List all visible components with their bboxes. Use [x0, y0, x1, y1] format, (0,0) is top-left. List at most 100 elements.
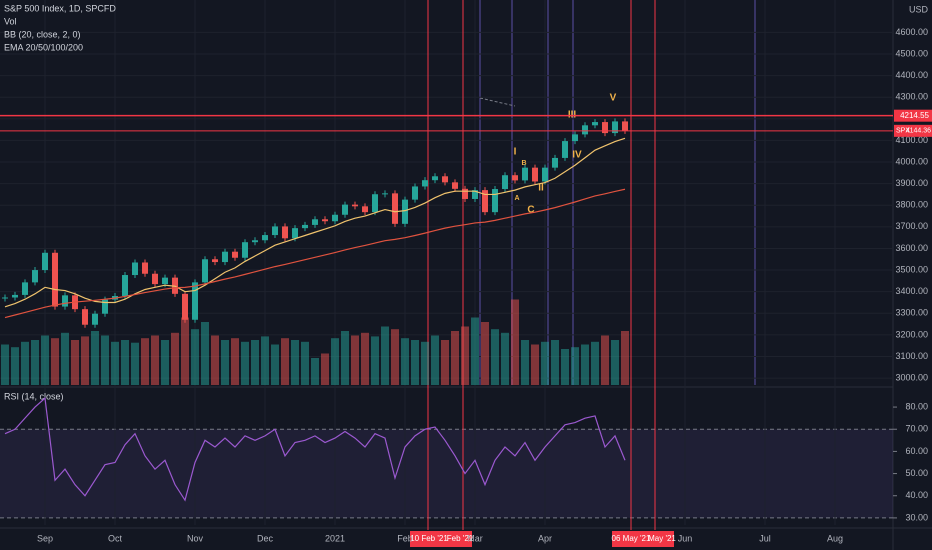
candle	[542, 167, 548, 182]
volume-bar	[131, 342, 139, 385]
y-tick-label: 3100.00	[895, 351, 928, 361]
volume-bar	[521, 340, 529, 385]
candle	[472, 190, 478, 199]
candle	[612, 121, 618, 134]
y-tick-label: 4300.00	[895, 92, 928, 102]
candle	[22, 282, 28, 295]
volume-bar	[391, 329, 399, 385]
candle	[232, 251, 238, 258]
x-tick-label: Aug	[827, 533, 843, 543]
volume-bar	[351, 335, 359, 385]
date-label: Feb '21	[447, 534, 474, 543]
volume-bar	[421, 341, 429, 385]
volume-bar	[31, 340, 39, 385]
wave-label: C	[527, 205, 534, 216]
candle	[452, 182, 458, 189]
candle	[222, 251, 228, 263]
y-tick-label: 3400.00	[895, 286, 928, 296]
y-tick-label: 4100.00	[895, 135, 928, 145]
volume-bar	[101, 335, 109, 385]
volume-bar	[581, 344, 589, 385]
candle	[462, 188, 468, 199]
candle	[322, 219, 328, 222]
volume-bar	[381, 326, 389, 385]
y-tick-label: 4600.00	[895, 27, 928, 37]
rsi-tick-label: 70.00	[905, 424, 928, 434]
volume-bar	[251, 340, 259, 385]
volume-bar	[471, 317, 479, 385]
candle	[42, 252, 48, 271]
x-tick-label: Jun	[678, 533, 693, 543]
candle	[332, 214, 338, 222]
candle	[362, 206, 368, 213]
volume-bar	[11, 347, 19, 385]
date-badge	[410, 531, 448, 547]
candle	[502, 175, 508, 190]
price-badge	[894, 109, 932, 122]
volume-bar	[291, 340, 299, 385]
y-tick-label: 3700.00	[895, 221, 928, 231]
price-label: 4214.55	[900, 111, 929, 120]
candle	[422, 180, 428, 187]
candle	[102, 299, 108, 314]
volume-bar	[611, 340, 619, 385]
candle	[492, 189, 498, 213]
volume-bar	[551, 340, 559, 385]
candle	[282, 226, 288, 239]
rsi-band	[0, 429, 893, 518]
x-tick-label: Sep	[37, 533, 53, 543]
volume-bar	[411, 340, 419, 385]
symbol-label: SPX	[896, 128, 910, 135]
y-tick-label: 3600.00	[895, 243, 928, 253]
candle	[32, 270, 38, 283]
y-tick-label: 3900.00	[895, 178, 928, 188]
candle	[62, 295, 68, 307]
x-tick-label: Jul	[759, 533, 771, 543]
ema-line	[4, 188, 626, 319]
volume-bar	[81, 336, 89, 385]
date-label: May '21	[648, 534, 676, 543]
candle	[192, 282, 198, 320]
volume-bar	[451, 331, 459, 385]
volume-bar	[561, 349, 569, 385]
volume-bar	[371, 336, 379, 385]
volume-bar	[141, 338, 149, 385]
volume-bar	[191, 329, 199, 385]
volume-bar	[181, 317, 189, 385]
volume-bar	[481, 322, 489, 385]
volume-bar	[151, 335, 159, 385]
candle	[592, 122, 598, 126]
rsi-title: RSI (14, close)	[4, 391, 64, 401]
candle	[572, 134, 578, 142]
candle	[532, 167, 538, 182]
x-tick-label: Mar	[467, 533, 483, 543]
price-label: 4144.36	[906, 128, 931, 135]
y-tick-label: 3200.00	[895, 329, 928, 339]
candle	[552, 157, 558, 168]
volume-bar	[461, 326, 469, 385]
rsi-tick-label: 50.00	[905, 468, 928, 478]
candle	[92, 313, 98, 325]
volume-bar	[71, 340, 79, 385]
candle	[122, 275, 128, 296]
candle	[312, 219, 318, 225]
candle	[512, 175, 518, 181]
volume-bar	[501, 332, 509, 385]
volume-bar	[601, 335, 609, 385]
candle	[582, 125, 588, 135]
volume-bar	[271, 344, 279, 385]
date-badge	[612, 531, 650, 547]
y-tick-label: 4000.00	[895, 156, 928, 166]
date-label: 10 Feb '21	[410, 534, 448, 543]
volume-bar	[121, 340, 129, 385]
wave-label: II	[538, 183, 544, 194]
base-layer	[0, 0, 893, 525]
volume-bar	[21, 341, 29, 385]
volume-bar	[111, 341, 119, 385]
wave-label: B	[521, 160, 526, 167]
price-badge	[894, 124, 932, 137]
y-tick-label: 4400.00	[895, 70, 928, 80]
chart-title: S&P 500 Index, 1D, SPCFD	[4, 3, 116, 13]
candle	[342, 204, 348, 215]
